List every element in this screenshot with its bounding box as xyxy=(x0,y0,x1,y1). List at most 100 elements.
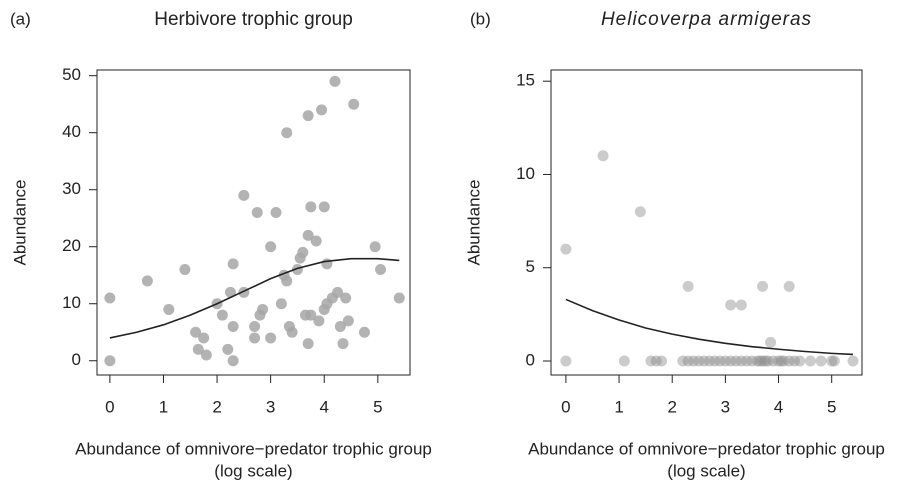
y-axis-label: Abundance xyxy=(464,179,483,265)
y-tick-label: 15 xyxy=(516,71,535,90)
data-point xyxy=(238,189,250,201)
chart-title: Helicoverpa armigeras xyxy=(601,9,812,30)
y-tick-label: 10 xyxy=(62,293,81,312)
x-tick-label: 5 xyxy=(827,397,836,416)
data-point xyxy=(104,292,116,304)
data-point xyxy=(257,303,269,315)
data-point xyxy=(163,303,175,315)
x-tick-label: 2 xyxy=(667,397,676,416)
y-tick-label: 20 xyxy=(62,236,81,255)
data-point xyxy=(735,299,747,311)
data-point xyxy=(222,343,234,355)
data-point xyxy=(302,338,314,350)
data-point xyxy=(305,309,317,321)
data-point xyxy=(270,207,282,219)
data-point xyxy=(329,75,341,87)
x-tick-label: 3 xyxy=(721,397,730,416)
data-point xyxy=(286,326,298,338)
x-tick-label: 0 xyxy=(105,397,114,416)
data-point xyxy=(227,355,239,367)
y-tick-label: 30 xyxy=(62,179,81,198)
data-point xyxy=(687,355,699,367)
data-point xyxy=(735,355,747,367)
y-tick-label: 0 xyxy=(526,350,535,369)
data-point xyxy=(281,275,293,287)
data-point xyxy=(224,286,236,298)
data-point xyxy=(200,349,212,361)
data-point xyxy=(682,280,694,292)
x-tick-label: 1 xyxy=(159,397,168,416)
data-point xyxy=(730,355,742,367)
x-axis-label: (log scale) xyxy=(214,461,292,480)
data-point xyxy=(179,264,191,276)
data-point xyxy=(275,298,287,310)
data-point xyxy=(759,355,771,367)
data-point xyxy=(393,292,405,304)
fitted-curve xyxy=(565,298,854,356)
data-point xyxy=(302,110,314,122)
x-axis-label: Abundance of omnivore−predator trophic g… xyxy=(528,439,885,458)
data-point xyxy=(216,309,228,321)
data-point xyxy=(291,264,303,276)
data-point xyxy=(645,355,657,367)
data-point xyxy=(757,280,769,292)
data-point xyxy=(560,355,572,367)
y-tick-label: 0 xyxy=(72,350,81,369)
x-tick-label: 2 xyxy=(212,397,221,416)
x-axis-label: (log scale) xyxy=(667,461,745,480)
data-point xyxy=(227,321,239,333)
x-tick-label: 1 xyxy=(614,397,623,416)
panel-label: (b) xyxy=(470,9,491,28)
data-point xyxy=(804,355,816,367)
data-point xyxy=(783,280,795,292)
data-point xyxy=(104,355,116,367)
y-tick-label: 10 xyxy=(516,164,535,183)
y-tick-label: 40 xyxy=(62,122,81,141)
x-tick-label: 0 xyxy=(561,397,570,416)
data-point xyxy=(847,355,859,367)
data-point xyxy=(765,336,777,348)
data-point xyxy=(321,258,333,270)
panel-label: (a) xyxy=(10,9,31,28)
data-point xyxy=(597,150,609,162)
data-point xyxy=(332,286,344,298)
data-point xyxy=(348,98,360,110)
data-point xyxy=(634,206,646,218)
data-point xyxy=(656,355,668,367)
data-point xyxy=(650,355,662,367)
data-point xyxy=(560,243,572,255)
data-point xyxy=(709,355,721,367)
data-point xyxy=(794,355,806,367)
data-point xyxy=(227,258,239,270)
x-tick-label: 4 xyxy=(320,397,329,416)
data-point xyxy=(313,315,325,327)
data-point xyxy=(265,241,277,253)
data-point xyxy=(757,355,769,367)
data-point xyxy=(775,355,787,367)
y-tick-label: 50 xyxy=(62,65,81,84)
y-axis-label: Abundance xyxy=(10,179,29,265)
x-tick-label: 5 xyxy=(373,397,382,416)
data-point xyxy=(192,343,204,355)
data-point xyxy=(342,315,354,327)
data-point xyxy=(725,299,737,311)
data-point xyxy=(719,355,731,367)
data-point xyxy=(826,355,838,367)
data-point xyxy=(788,355,800,367)
x-tick-label: 3 xyxy=(266,397,275,416)
data-point xyxy=(369,241,381,253)
data-point xyxy=(698,355,710,367)
data-point xyxy=(337,338,349,350)
data-point xyxy=(682,355,694,367)
data-point xyxy=(773,355,785,367)
data-point xyxy=(249,321,261,333)
data-point xyxy=(754,355,766,367)
data-point xyxy=(190,326,202,338)
y-tick-label: 5 xyxy=(526,257,535,276)
data-point xyxy=(249,332,261,344)
data-point xyxy=(725,355,737,367)
data-point xyxy=(305,201,317,213)
data-point xyxy=(783,355,795,367)
data-point xyxy=(141,275,153,287)
